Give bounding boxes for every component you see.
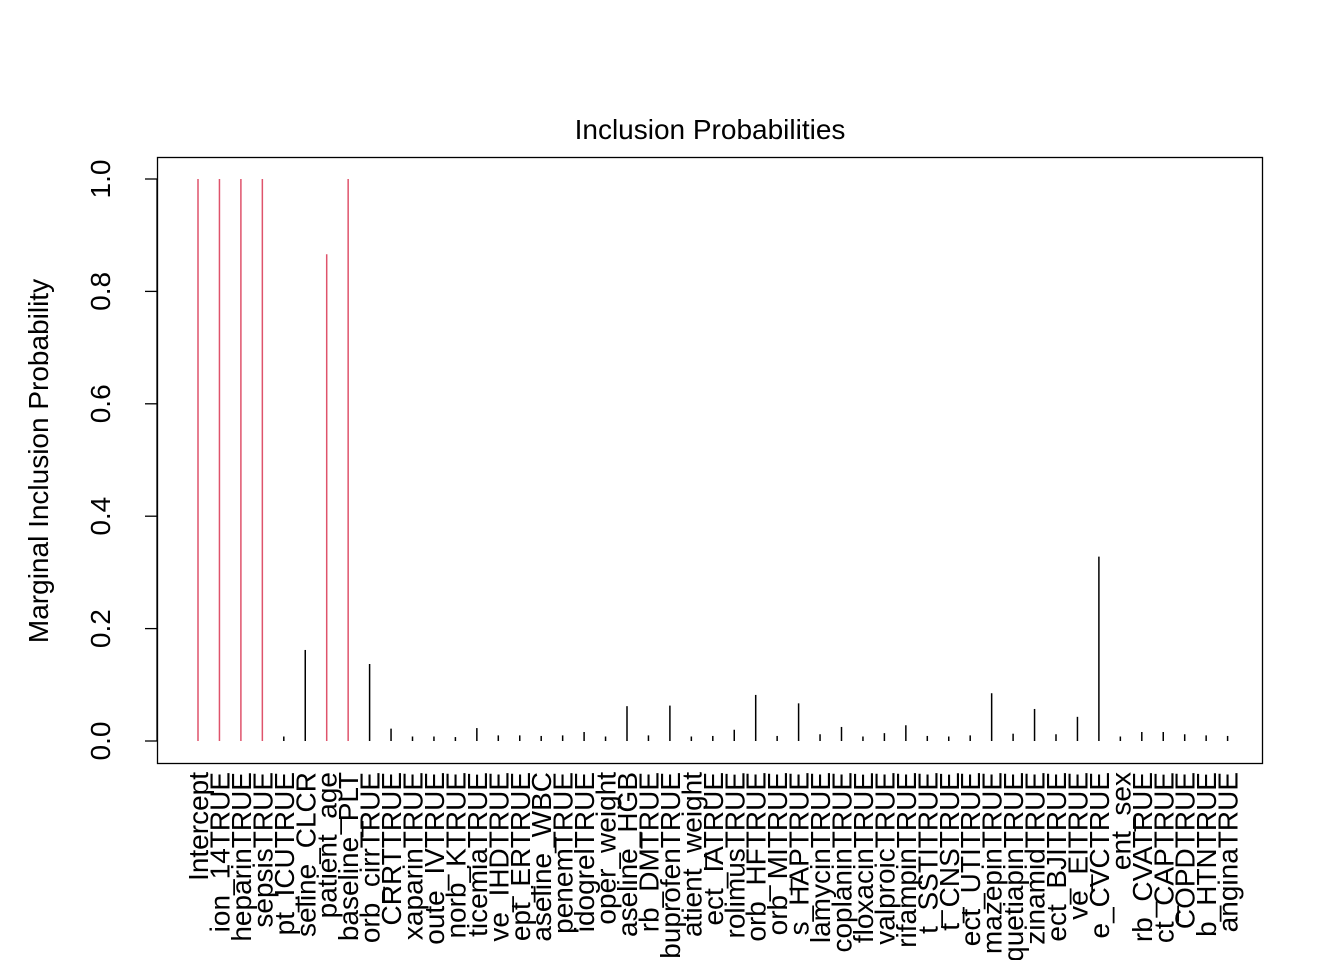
x-tick-label: sepsisTRUE xyxy=(247,772,278,928)
x-tick-label: heparinTRUE xyxy=(226,772,257,942)
x-tick-label: ve_IHDTRUE xyxy=(483,772,514,942)
y-tick-label: 0.6 xyxy=(85,384,116,423)
x-tick-label: ibuprofenTRUE xyxy=(655,772,686,960)
x-tick-label: orb_cirrTRUE xyxy=(355,772,386,943)
x-tick-label: pt_ICUTRUE xyxy=(269,772,300,935)
x-tick-label: valproicTRUE xyxy=(869,772,900,945)
x-tick-label: ect_BJITRUE xyxy=(1041,772,1072,942)
chart-title: Inclusion Probabilities xyxy=(575,114,846,145)
x-tick-label: orb_HFTRUE xyxy=(741,772,772,942)
x-tick-label: orb_MITRUE xyxy=(762,772,793,935)
x-tick-label: rb_CVATRUE xyxy=(1127,772,1158,942)
x-tick-label: mazepinTRUE xyxy=(977,772,1008,954)
x-tick-label: oute_IVTRUE xyxy=(419,772,450,945)
x-tick-label: ent_sex xyxy=(1105,772,1136,870)
x-tick-label: floxacinTRUE xyxy=(848,772,879,943)
x-tick-label: t_CNSTRUE xyxy=(934,772,965,931)
x-tick-label: ve_EITRUE xyxy=(1062,772,1093,920)
y-axis: 0.0 0.2 0.4 0.6 0.8 1.0 xyxy=(85,160,158,761)
x-tick-label: anginaTRUE xyxy=(1213,772,1244,932)
x-tick-label: quetiapinTRUE xyxy=(998,772,1029,960)
x-tick-label: oper_weight xyxy=(591,772,622,925)
x-tick-label: CRRTTRUE xyxy=(376,772,407,925)
x-tick-label: zinamidTRUE xyxy=(1020,772,1051,945)
y-tick-label: 0.8 xyxy=(85,272,116,311)
y-tick-label: 0.2 xyxy=(85,609,116,648)
x-tick-label: rb_DMTRUE xyxy=(633,772,664,932)
x-tick-label: s_HAPTRUE xyxy=(784,772,815,935)
x-tick-label: aseline_WBC xyxy=(526,772,557,942)
x-tick-label: ept_ERTRUE xyxy=(505,772,536,941)
x-tick-label: b_HTNTRUE xyxy=(1191,772,1222,937)
y-tick-label: 0.4 xyxy=(85,497,116,536)
bar-series xyxy=(197,179,1229,741)
x-tick-label: ect_IATRUE xyxy=(698,772,729,926)
x-tick-label: rifampinTRUE xyxy=(891,772,922,948)
x-tick-label: xaparinTRUE xyxy=(398,772,429,940)
x-tick-label: e_CVCTRUE xyxy=(1084,772,1115,938)
x-tick-label: rolimusTRUE xyxy=(719,772,750,938)
x-tick-label: ct_CAPTRUE xyxy=(1148,772,1179,943)
x-tick-label: penemTRUE xyxy=(548,772,579,934)
plot-frame xyxy=(156,156,1264,765)
y-axis-label: Marginal Inclusion Probability xyxy=(23,279,54,643)
y-tick-label: 0.0 xyxy=(85,722,116,761)
x-tick-label: lamycinTRUE xyxy=(805,772,836,943)
x-tick-label: seline_CLCR xyxy=(290,772,321,937)
x-tick-label: patient_age xyxy=(312,772,343,918)
x-tick-label: baseline_PLT xyxy=(333,772,364,941)
x-axis-tick-labels: Interception_14TRUEheparinTRUEsepsisTRUE… xyxy=(183,772,1244,960)
y-tick-label: 1.0 xyxy=(85,160,116,199)
x-tick-label: ticemiaTRUE xyxy=(462,772,493,937)
x-tick-label: t_SSTITRUE xyxy=(912,772,943,934)
x-tick-label: ect_UTITRUE xyxy=(955,772,986,946)
x-tick-label: Intercept xyxy=(183,772,214,881)
x-tick-label: atient_weight xyxy=(676,772,707,937)
x-tick-label: aseline_HGB xyxy=(612,772,643,937)
x-tick-label: ion_14TRUE xyxy=(204,772,235,932)
x-tick-label: idogrelTRUE xyxy=(569,772,600,932)
x-tick-label: norb_KTRUE xyxy=(440,772,471,939)
x-tick-label: coplaninTRUE xyxy=(827,772,858,953)
x-tick-label: COPDTRUE xyxy=(1170,772,1201,929)
